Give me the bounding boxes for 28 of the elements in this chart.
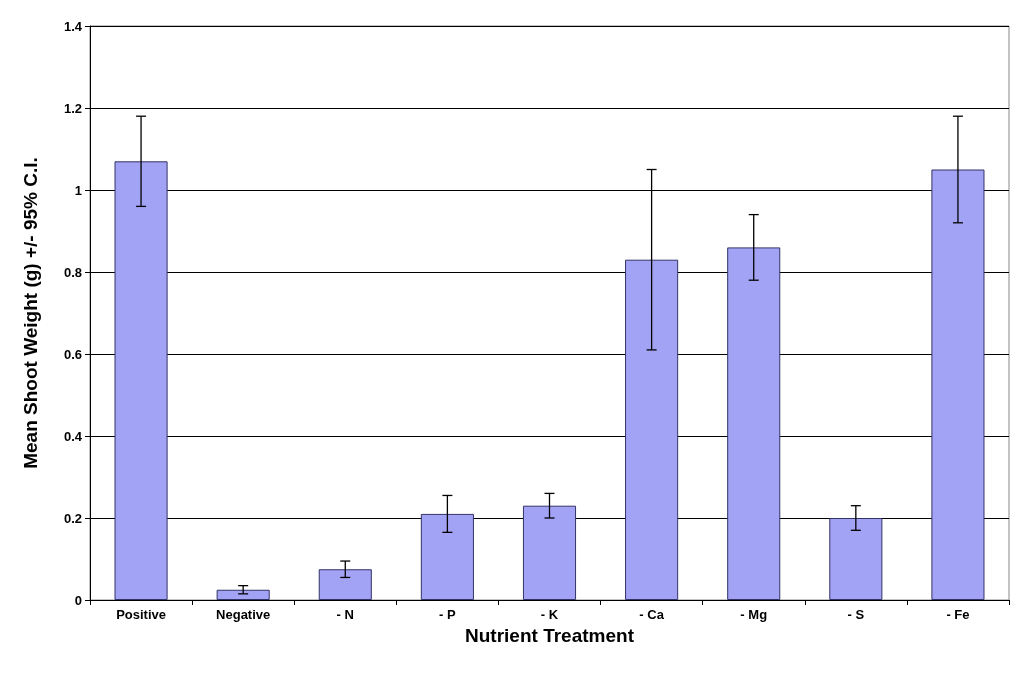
y-tick-label: 0.2 [63,510,82,526]
y-tick-label: 1.4 [63,18,83,34]
bar [216,589,270,600]
x-tick-label: - Mg [740,607,768,622]
y-tick-label: 0.6 [63,346,82,362]
y-axis-title: Mean Shoot Weight (g) +/- 95% C.I. [20,157,41,469]
x-tick-label: - P [439,607,457,622]
y-tick-label: 1.2 [63,100,82,116]
bar [318,569,372,600]
bar [931,169,985,600]
x-tick-label: - Ca [639,607,665,622]
x-tick-label: - S [847,607,865,622]
x-tick-label: - Fe [946,607,970,622]
bar [625,259,679,600]
bar [522,505,577,600]
x-tick-label: Negative [216,607,271,622]
x-tick-label: - K [540,607,559,622]
y-tick-label: 1 [74,182,82,198]
bar [114,161,168,600]
bar [727,247,781,600]
x-axis-title: Nutrient Treatment [465,625,635,646]
y-tick-label: 0.8 [63,264,82,280]
bar [829,518,883,600]
y-tick-label: 0.4 [63,428,83,444]
bar [420,513,474,600]
x-tick-label: Positive [116,607,166,622]
y-tick-label: 0 [74,592,82,608]
x-tick-label: - N [336,607,354,622]
